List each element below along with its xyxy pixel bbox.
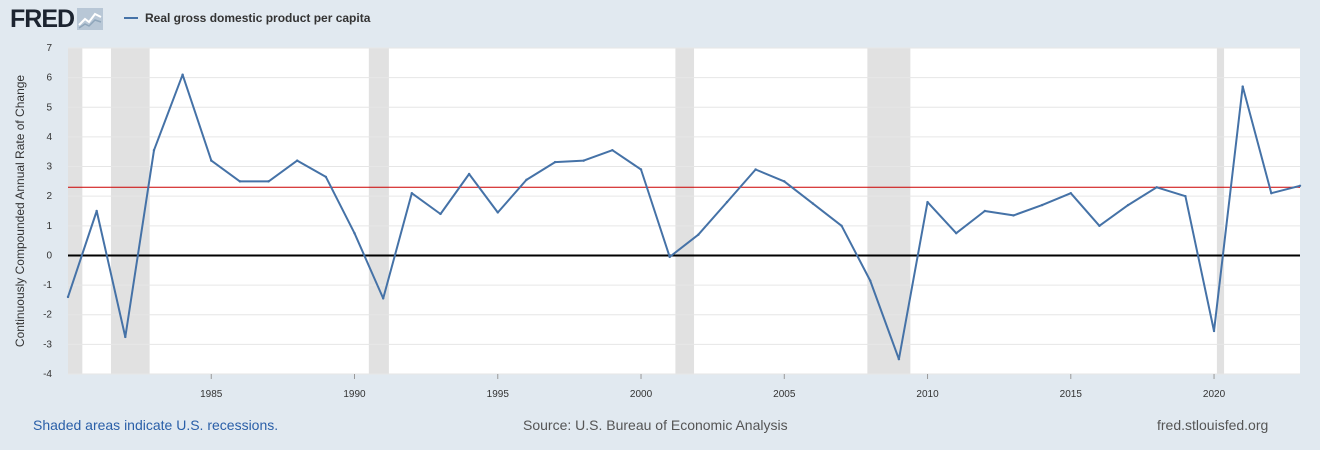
data-point[interactable]	[238, 180, 242, 183]
x-axis-ticks: 1985 1990 1995 2000 2005 2010 2015 2020	[200, 374, 1226, 400]
recession-bands	[68, 48, 1225, 374]
recession-band-5	[1216, 48, 1225, 374]
data-point[interactable]	[124, 335, 127, 339]
data-point[interactable]	[639, 168, 643, 171]
data-point[interactable]	[1069, 192, 1072, 195]
data-point[interactable]	[381, 297, 385, 300]
y-tick-label: -2	[43, 310, 52, 321]
y-tick-label: 1	[46, 221, 52, 232]
x-tick-label: 2005	[773, 389, 796, 400]
y-tick-label: -4	[43, 369, 52, 380]
data-point[interactable]	[95, 209, 98, 213]
y-axis-label: Continuously Compounded Annual Rate of C…	[13, 75, 27, 348]
data-point[interactable]	[725, 200, 729, 204]
data-point[interactable]	[181, 73, 184, 76]
recession-band-0	[68, 48, 83, 374]
data-point[interactable]	[1155, 186, 1158, 189]
y-tick-label: 2	[46, 191, 52, 202]
data-point[interactable]	[983, 209, 987, 213]
data-point[interactable]	[668, 255, 671, 259]
data-point[interactable]	[553, 160, 557, 164]
line-chart: -4 -3 -2 -1 0 1 2 3 4 5 6 7 1985 1990 1995 2000 2005 201…	[13, 43, 1302, 400]
data-point[interactable]	[811, 202, 815, 205]
data-point[interactable]	[467, 172, 471, 176]
recession-band-4	[867, 48, 911, 374]
y-tick-label: 7	[46, 43, 52, 54]
data-point[interactable]	[840, 224, 843, 228]
recession-note-link[interactable]: Shaded areas indicate U.S. recessions.	[33, 417, 279, 433]
data-point[interactable]	[324, 175, 328, 179]
x-tick-label: 1990	[343, 389, 366, 400]
data-point[interactable]	[783, 180, 786, 183]
y-tick-label: -3	[43, 339, 52, 350]
data-point[interactable]	[267, 180, 270, 183]
data-point[interactable]	[697, 233, 700, 236]
data-point[interactable]	[1212, 329, 1216, 333]
data-point[interactable]	[496, 211, 499, 214]
recession-band-3	[675, 48, 695, 374]
data-point[interactable]	[152, 149, 156, 152]
data-point[interactable]	[1012, 214, 1015, 217]
gridlines	[68, 47, 1300, 375]
x-tick-label: 2010	[916, 389, 939, 400]
fred-logo-text: FRED	[10, 4, 75, 33]
data-point[interactable]	[296, 159, 299, 162]
fred-chart-icon	[77, 8, 104, 30]
data-point[interactable]	[439, 212, 442, 216]
y-tick-label: 3	[46, 162, 52, 173]
data-point[interactable]	[1270, 192, 1273, 195]
data-point[interactable]	[525, 178, 528, 182]
data-point[interactable]	[66, 295, 70, 299]
series-line-0[interactable]	[67, 73, 1301, 361]
y-tick-label: 5	[46, 102, 52, 113]
site-link[interactable]: fred.stlouisfed.org	[1157, 417, 1269, 433]
y-tick-label: 0	[46, 250, 52, 261]
data-point[interactable]	[1126, 203, 1130, 207]
data-point[interactable]	[1298, 184, 1302, 188]
data-point[interactable]	[869, 279, 872, 282]
x-tick-label: 2015	[1060, 389, 1083, 400]
data-point[interactable]	[410, 192, 414, 195]
data-point[interactable]	[611, 149, 614, 152]
y-tick-label: 6	[46, 73, 52, 84]
x-tick-label: 1995	[487, 389, 510, 400]
data-point[interactable]	[582, 159, 585, 162]
data-point[interactable]	[353, 232, 356, 235]
data-point[interactable]	[754, 168, 757, 171]
data-point[interactable]	[954, 232, 958, 235]
data-point[interactable]	[897, 357, 901, 361]
data-point[interactable]	[210, 159, 213, 162]
fred-logo[interactable]: FRED	[10, 4, 104, 34]
y-axis-ticks: -4 -3 -2 -1 0 1 2 3 4 5 6 7	[43, 43, 52, 380]
y-tick-label: -1	[43, 280, 52, 291]
data-point[interactable]	[1098, 224, 1101, 228]
series-layer	[66, 73, 1302, 361]
chart-legend[interactable]: Real gross domestic product per capita	[124, 11, 370, 25]
x-tick-label: 2000	[630, 389, 653, 400]
legend-label: Real gross domestic product per capita	[145, 11, 371, 25]
recession-band-2	[368, 48, 389, 374]
recession-band-1	[110, 48, 150, 374]
source-note: Source: U.S. Bureau of Economic Analysis	[523, 417, 788, 433]
data-point[interactable]	[1241, 85, 1244, 88]
x-tick-label: 2020	[1203, 389, 1226, 400]
data-point[interactable]	[926, 200, 929, 204]
y-tick-label: 4	[46, 132, 52, 143]
data-point[interactable]	[1040, 203, 1044, 207]
x-tick-label: 1985	[200, 389, 223, 400]
legend-swatch	[124, 17, 138, 19]
data-point[interactable]	[1184, 194, 1187, 198]
